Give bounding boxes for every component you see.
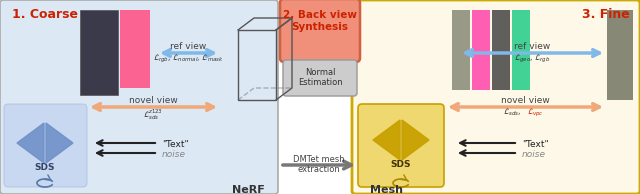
- Bar: [452, 10, 470, 90]
- Text: ref view: ref view: [514, 42, 550, 51]
- Bar: [512, 10, 530, 90]
- Text: 3. Fine: 3. Fine: [582, 8, 630, 21]
- Bar: [492, 10, 510, 90]
- Text: $\mathcal{L}_{sds}$,: $\mathcal{L}_{sds}$,: [503, 107, 522, 119]
- Bar: [607, 10, 633, 100]
- Text: SDS: SDS: [391, 160, 412, 169]
- Text: noise: noise: [162, 150, 186, 159]
- Text: DMTet mesh: DMTet mesh: [293, 155, 345, 164]
- Polygon shape: [402, 120, 429, 160]
- Text: noise: noise: [522, 150, 546, 159]
- Text: Mesh: Mesh: [370, 185, 403, 194]
- Text: "Text": "Text": [162, 140, 189, 149]
- Text: "Text": "Text": [522, 140, 548, 149]
- FancyBboxPatch shape: [4, 104, 87, 187]
- Bar: [472, 10, 490, 90]
- Text: NeRF: NeRF: [232, 185, 264, 194]
- Text: 1. Coarse: 1. Coarse: [12, 8, 78, 21]
- FancyBboxPatch shape: [352, 0, 640, 194]
- Text: SDS: SDS: [35, 163, 55, 172]
- Text: $\mathcal{L}_{vpc}$: $\mathcal{L}_{vpc}$: [527, 107, 544, 119]
- Text: Synthesis: Synthesis: [291, 22, 349, 32]
- Text: $\mathcal{L}_{rgb}$, $\mathcal{L}_{normal}$, $\mathcal{L}_{mask}$: $\mathcal{L}_{rgb}$, $\mathcal{L}_{norma…: [153, 53, 223, 65]
- Text: $\mathcal{L}_{geo}$, $\mathcal{L}_{rgb}$: $\mathcal{L}_{geo}$, $\mathcal{L}_{rgb}$: [514, 53, 550, 65]
- Polygon shape: [373, 120, 400, 160]
- Text: novel view: novel view: [500, 96, 549, 105]
- Text: novel view: novel view: [129, 96, 177, 105]
- Bar: [120, 10, 150, 88]
- Text: 2. Back view: 2. Back view: [283, 10, 357, 20]
- Text: Normal: Normal: [305, 68, 335, 77]
- FancyBboxPatch shape: [358, 104, 444, 187]
- Text: $\mathcal{L}^{z123}_{sds}$: $\mathcal{L}^{z123}_{sds}$: [143, 107, 163, 122]
- Text: extraction: extraction: [298, 165, 340, 174]
- Text: Estimation: Estimation: [298, 78, 342, 87]
- Polygon shape: [17, 123, 44, 163]
- FancyBboxPatch shape: [283, 60, 357, 96]
- FancyBboxPatch shape: [0, 0, 278, 194]
- Polygon shape: [46, 123, 73, 163]
- FancyBboxPatch shape: [280, 0, 360, 62]
- Text: ref view: ref view: [170, 42, 206, 51]
- Bar: [80, 10, 118, 95]
